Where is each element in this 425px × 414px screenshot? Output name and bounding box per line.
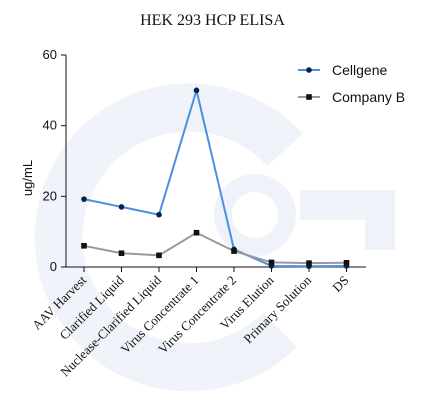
series-1 [81, 86, 350, 270]
data-point [231, 248, 237, 254]
series-2 [81, 229, 350, 266]
y-axis-label: ug/mL [20, 160, 35, 196]
chart-title: HEK 293 HCP ELISA [140, 12, 285, 29]
data-point [156, 252, 162, 259]
data-point [81, 243, 87, 249]
data-point [81, 196, 87, 202]
series-line [83, 86, 347, 268]
legend-item: Company B [298, 89, 405, 105]
x-tick-label: DS [329, 273, 351, 295]
data-point [306, 260, 312, 266]
data-point [156, 211, 162, 218]
y-tick-label: 60 [43, 47, 57, 62]
data-point [193, 87, 200, 94]
series-line [83, 231, 347, 265]
legend-label: Cellgene [332, 62, 387, 78]
legend-item: Cellgene [298, 62, 387, 78]
y-tick-label: 0 [50, 259, 57, 274]
data-point [193, 229, 200, 236]
data-point [118, 250, 125, 257]
data-point [118, 204, 125, 210]
legend-label: Company B [332, 89, 405, 105]
y-tick-label: 40 [43, 118, 57, 133]
legend-marker [306, 67, 312, 73]
data-point [268, 259, 275, 266]
legend-marker [306, 94, 312, 100]
y-tick-label: 20 [43, 188, 57, 203]
data-point [343, 259, 350, 266]
